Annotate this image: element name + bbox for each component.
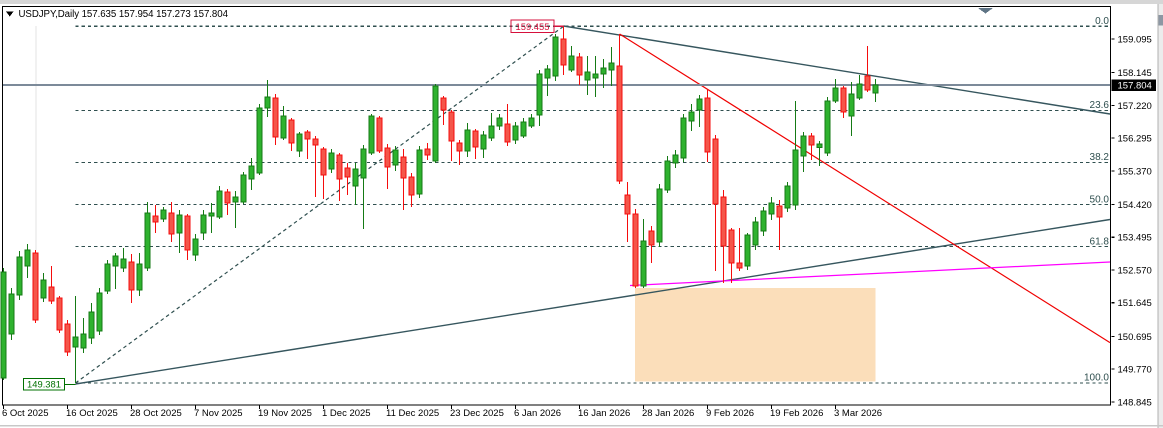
svg-text:16 Oct 2025: 16 Oct 2025 bbox=[66, 408, 118, 419]
svg-text:3 Mar 2026: 3 Mar 2026 bbox=[834, 408, 882, 419]
svg-text:28 Oct 2025: 28 Oct 2025 bbox=[130, 408, 182, 419]
svg-text:28 Jan 2026: 28 Jan 2026 bbox=[642, 408, 694, 419]
svg-text:0.0: 0.0 bbox=[1095, 16, 1109, 27]
svg-text:19 Nov 2025: 19 Nov 2025 bbox=[258, 408, 312, 419]
svg-text:159.095: 159.095 bbox=[1118, 34, 1152, 45]
svg-text:38.2: 38.2 bbox=[1090, 152, 1110, 163]
svg-text:149.770: 149.770 bbox=[1118, 365, 1152, 376]
svg-text:1 Dec 2025: 1 Dec 2025 bbox=[322, 408, 371, 419]
svg-text:152.570: 152.570 bbox=[1118, 265, 1152, 276]
svg-text:23 Dec 2025: 23 Dec 2025 bbox=[450, 408, 504, 419]
svg-text:7 Nov 2025: 7 Nov 2025 bbox=[194, 408, 243, 419]
svg-text:158.145: 158.145 bbox=[1118, 68, 1152, 79]
svg-text:6 Jan 2026: 6 Jan 2026 bbox=[514, 408, 561, 419]
svg-text:153.495: 153.495 bbox=[1118, 233, 1152, 244]
svg-text:155.370: 155.370 bbox=[1118, 166, 1152, 177]
svg-text:156.295: 156.295 bbox=[1118, 134, 1152, 145]
svg-text:19 Feb 2026: 19 Feb 2026 bbox=[770, 408, 823, 419]
svg-text:USDJPY,Daily 157.635 157.954: USDJPY,Daily 157.635 157.954 157.273 157… bbox=[19, 9, 229, 20]
svg-text:16 Jan 2026: 16 Jan 2026 bbox=[578, 408, 630, 419]
svg-text:6 Oct 2025: 6 Oct 2025 bbox=[2, 408, 48, 419]
svg-text:61.8: 61.8 bbox=[1090, 236, 1110, 247]
svg-text:148.845: 148.845 bbox=[1118, 397, 1152, 408]
svg-text:11 Dec 2025: 11 Dec 2025 bbox=[386, 408, 439, 419]
svg-text:150.695: 150.695 bbox=[1118, 332, 1152, 343]
svg-text:149.381: 149.381 bbox=[27, 379, 61, 390]
svg-text:50.0: 50.0 bbox=[1090, 194, 1110, 205]
svg-text:154.420: 154.420 bbox=[1118, 200, 1152, 211]
svg-text:100.0: 100.0 bbox=[1084, 373, 1109, 384]
svg-text:157.220: 157.220 bbox=[1118, 101, 1152, 112]
svg-text:9 Feb 2026: 9 Feb 2026 bbox=[706, 408, 754, 419]
svg-text:23.6: 23.6 bbox=[1090, 100, 1110, 111]
svg-text:159.455: 159.455 bbox=[516, 21, 550, 32]
svg-text:157.804: 157.804 bbox=[1118, 81, 1152, 92]
svg-text:151.645: 151.645 bbox=[1118, 298, 1152, 309]
